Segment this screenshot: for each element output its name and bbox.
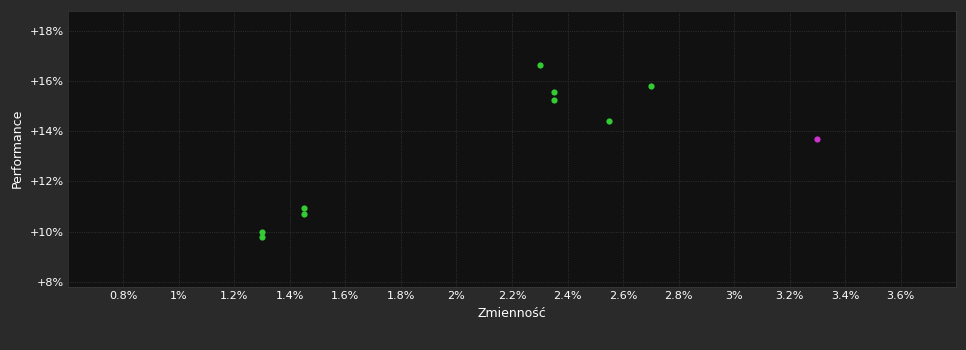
Y-axis label: Performance: Performance: [11, 109, 24, 188]
Point: [532, 62, 548, 67]
Point: [810, 136, 825, 141]
Point: [546, 97, 561, 103]
Point: [296, 205, 311, 211]
Point: [254, 229, 270, 234]
Point: [254, 234, 270, 239]
Point: [546, 89, 561, 95]
Point: [296, 211, 311, 217]
X-axis label: Zmienność: Zmienność: [477, 307, 547, 320]
Point: [602, 118, 617, 124]
Point: [643, 83, 659, 89]
